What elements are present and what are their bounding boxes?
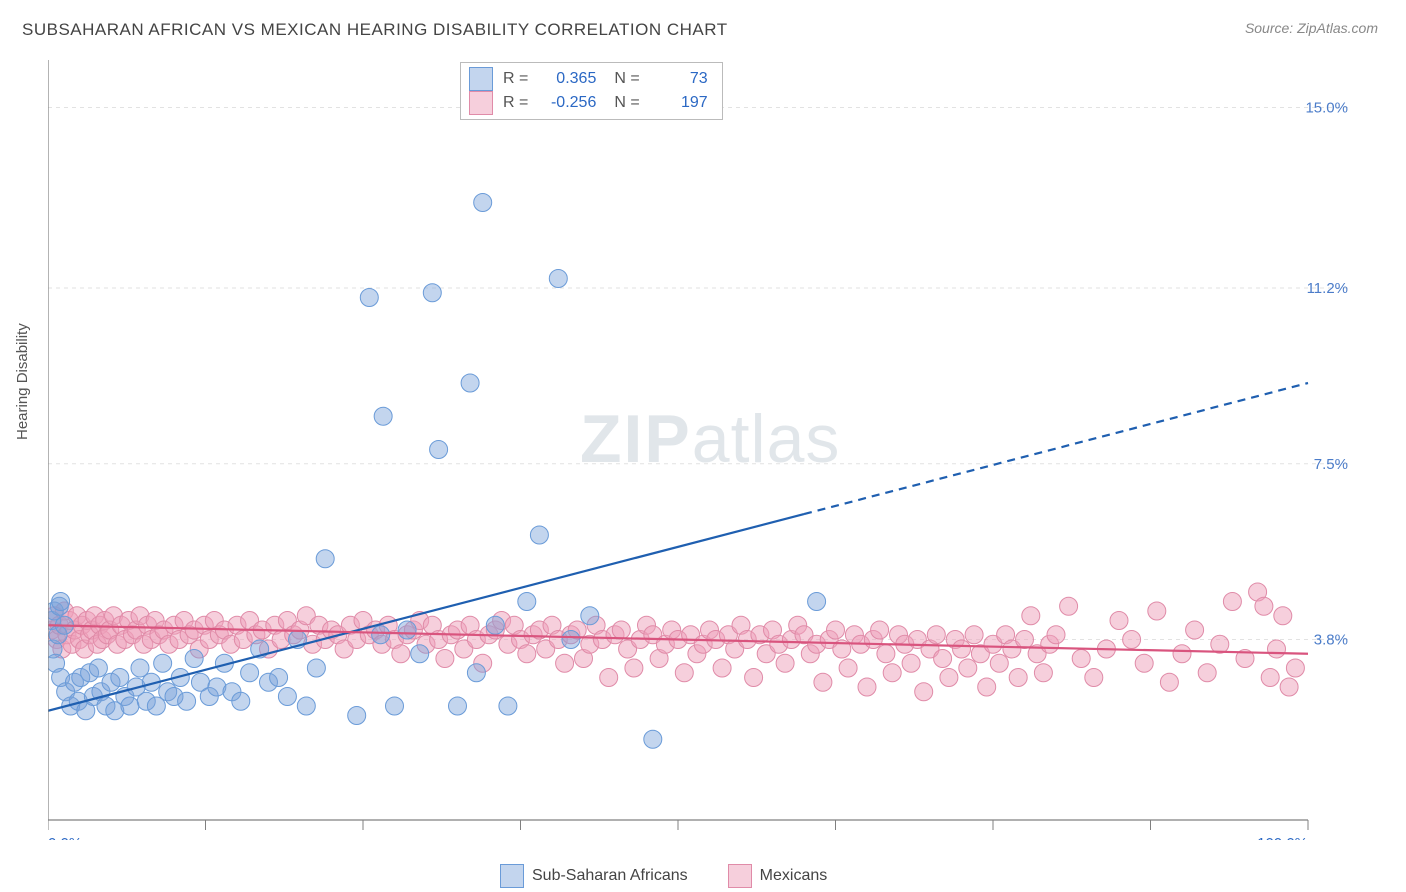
r-label: R = [503,70,528,88]
stats-legend-row: R = -0.256 N = 197 [469,91,708,115]
plot-area: 3.8% 7.5% 11.2% 15.0% 0.0% 100.0% [48,60,1348,840]
trend-line-ssa [48,514,804,711]
trend-line-ssa-dashed [804,383,1308,514]
legend-label: Mexicans [760,867,828,885]
x-axis-label: 0.0% [48,835,82,840]
x-axis-label: 100.0% [1257,835,1308,840]
scatter-series-mex [48,583,1304,701]
n-value: 73 [650,70,708,88]
r-label: R = [503,94,528,112]
legend-label: Sub-Saharan Africans [532,867,688,885]
legend-item: Mexicans [728,864,828,888]
r-value: -0.256 [538,94,596,112]
n-value: 197 [650,94,708,112]
legend-swatch [469,67,493,91]
stats-legend: R = 0.365 N = 73 R = -0.256 N = 197 [460,62,723,120]
legend-swatch [728,864,752,888]
source-attribution: Source: ZipAtlas.com [1245,20,1378,36]
y-grid-label: 15.0% [1305,100,1348,117]
legend-item: Sub-Saharan Africans [500,864,688,888]
chart-title: SUBSAHARAN AFRICAN VS MEXICAN HEARING DI… [22,20,728,40]
series-legend: Sub-Saharan Africans Mexicans [500,864,827,888]
legend-swatch [500,864,524,888]
legend-swatch [469,91,493,115]
y-axis-label: Hearing Disability [14,323,31,440]
y-grid-label: 3.8% [1314,632,1348,649]
y-grid-label: 11.2% [1307,280,1348,297]
y-grid-label: 7.5% [1314,456,1348,473]
correlation-chart: SUBSAHARAN AFRICAN VS MEXICAN HEARING DI… [0,0,1406,892]
scatter-series-ssa [48,194,826,749]
r-value: 0.365 [538,70,596,88]
n-label: N = [614,94,639,112]
stats-legend-row: R = 0.365 N = 73 [469,67,708,91]
n-label: N = [614,70,639,88]
